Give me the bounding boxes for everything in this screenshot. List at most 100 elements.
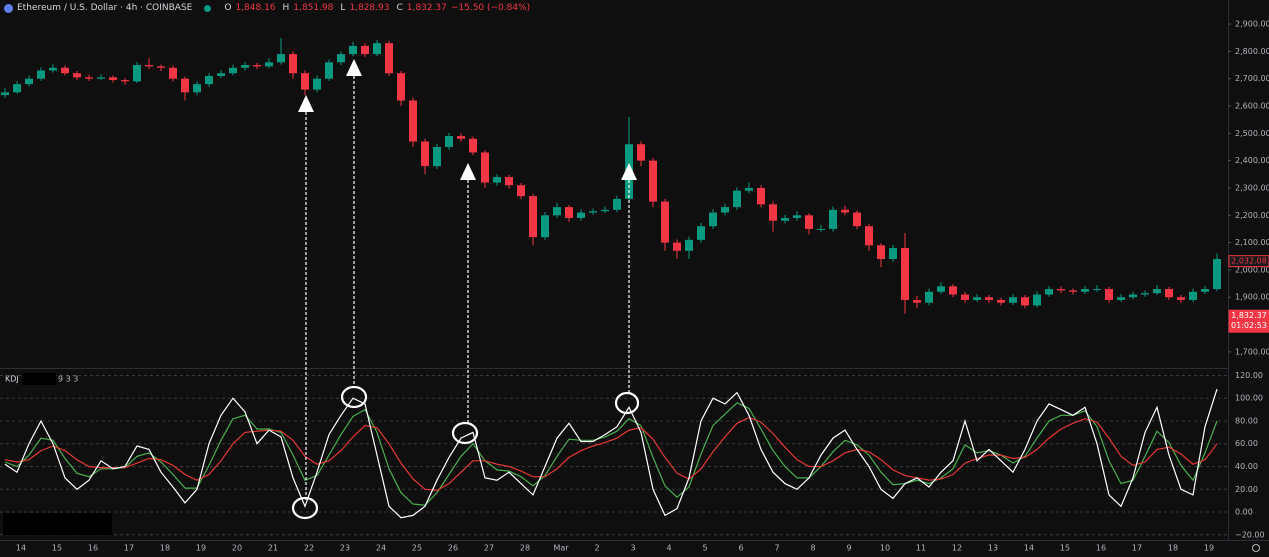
candle-body <box>289 54 297 74</box>
candle-body <box>493 177 501 183</box>
candle-body <box>25 78 33 85</box>
highlight-circle <box>340 385 368 409</box>
candle-body <box>325 62 333 79</box>
x-tick-label: 14 <box>16 544 26 553</box>
y-tick-label: 2,300.00 <box>1235 183 1269 192</box>
candle-body <box>265 62 273 67</box>
candle-body <box>169 67 177 79</box>
candle-body <box>505 177 513 186</box>
price-change: −15.50 (−0.84%) <box>450 3 531 13</box>
x-tick-label: 26 <box>448 544 458 553</box>
y-tick-label: 20.00 <box>1235 485 1258 494</box>
candle-body <box>73 73 81 78</box>
countdown-label: 01:02:53 <box>1231 321 1267 330</box>
candle-body <box>661 201 669 243</box>
y-tick-label: 2,500.00 <box>1235 129 1269 138</box>
x-tick-label: 12 <box>952 544 962 553</box>
y-tick-label: 2,600.00 <box>1235 102 1269 111</box>
candle-body <box>157 66 165 68</box>
y-tick-label: 1,900.00 <box>1235 293 1269 302</box>
settings-icon[interactable] <box>1252 544 1260 552</box>
candle-body <box>853 212 861 227</box>
y-tick-label: 2,900.00 <box>1235 20 1269 29</box>
candle-body <box>745 187 753 191</box>
candle-body <box>985 297 993 300</box>
candle-body <box>697 226 705 240</box>
x-tick-label: 18 <box>160 544 170 553</box>
ohlc-key: C <box>396 3 403 13</box>
x-tick-label: 19 <box>196 544 206 553</box>
candle-body <box>973 297 981 300</box>
highlight-circle <box>291 496 319 520</box>
candle-body <box>1069 290 1077 292</box>
x-tick-label: Mar <box>553 544 569 553</box>
candle-body <box>121 80 129 82</box>
x-tick-label: 10 <box>880 544 890 553</box>
y-tick-label: 120.00 <box>1235 371 1263 380</box>
candle-body <box>1093 289 1101 291</box>
candle-body <box>85 77 93 79</box>
ohlc-value: 1,828.93 <box>349 3 390 13</box>
candle-body <box>1201 289 1209 292</box>
candle-body <box>337 54 345 63</box>
ohlc-key: O <box>224 3 232 13</box>
candle-body <box>1057 289 1065 291</box>
candle-body <box>793 215 801 219</box>
x-tick-label: 15 <box>1060 544 1070 553</box>
candle-body <box>313 78 321 90</box>
price-tag-label: 1,832.37 <box>1231 311 1267 320</box>
candle-body <box>181 78 189 93</box>
up-arrow <box>460 163 476 180</box>
candle-body <box>1129 294 1137 298</box>
x-tick-label: 13 <box>988 544 998 553</box>
indicator-title: KDJ <box>5 375 19 384</box>
candle-body <box>577 212 585 219</box>
candle-body <box>757 187 765 205</box>
up-arrow <box>621 163 637 180</box>
candle-body <box>145 65 153 67</box>
candle-body <box>961 294 969 300</box>
candle-body <box>1117 297 1125 300</box>
x-tick-label: 25 <box>412 544 422 553</box>
redacted-box <box>3 513 112 535</box>
candle-body <box>349 45 357 55</box>
x-tick-label: 3 <box>630 544 635 553</box>
kdj-line <box>4 402 1218 506</box>
candle-body <box>253 65 261 67</box>
x-tick-label: 2 <box>594 544 599 553</box>
candle-body <box>481 152 489 183</box>
candle-body <box>529 196 537 238</box>
candle-body <box>637 144 645 161</box>
candle-body <box>1141 293 1149 295</box>
y-tick-label: −20.00 <box>1235 530 1265 539</box>
candle-body <box>229 67 237 74</box>
ohlc-value: 1,848.16 <box>235 3 276 13</box>
x-tick-label: 20 <box>232 544 242 553</box>
candle-body <box>133 65 141 82</box>
candle-body <box>517 185 525 197</box>
candle-body <box>469 138 477 153</box>
candle-body <box>457 136 465 139</box>
symbol-icon <box>4 3 13 13</box>
x-tick-label: 16 <box>88 544 98 553</box>
candle-body <box>1021 297 1029 306</box>
candle-body <box>97 77 105 79</box>
highlight-circle <box>614 391 640 415</box>
price-tag <box>1228 309 1269 333</box>
x-tick-label: 5 <box>702 544 707 553</box>
x-tick-label: 15 <box>52 544 62 553</box>
x-tick-label: 7 <box>774 544 779 553</box>
kdj-line <box>4 416 1218 492</box>
candle-body <box>733 190 741 208</box>
chart-header: Ethereum / U.S. Dollar · 4h · COINBASE O… <box>4 3 530 13</box>
candle-body <box>1009 297 1017 303</box>
candle-body <box>673 242 681 251</box>
price-tag-label: 2,032.08 <box>1231 257 1267 266</box>
indicator-params: 9 3 3 <box>58 375 78 384</box>
x-tick-label: 8 <box>810 544 815 553</box>
candle-body <box>841 209 849 213</box>
candle-body <box>1081 289 1089 292</box>
y-tick-label: 2,200.00 <box>1235 211 1269 220</box>
candle-body <box>565 207 573 219</box>
